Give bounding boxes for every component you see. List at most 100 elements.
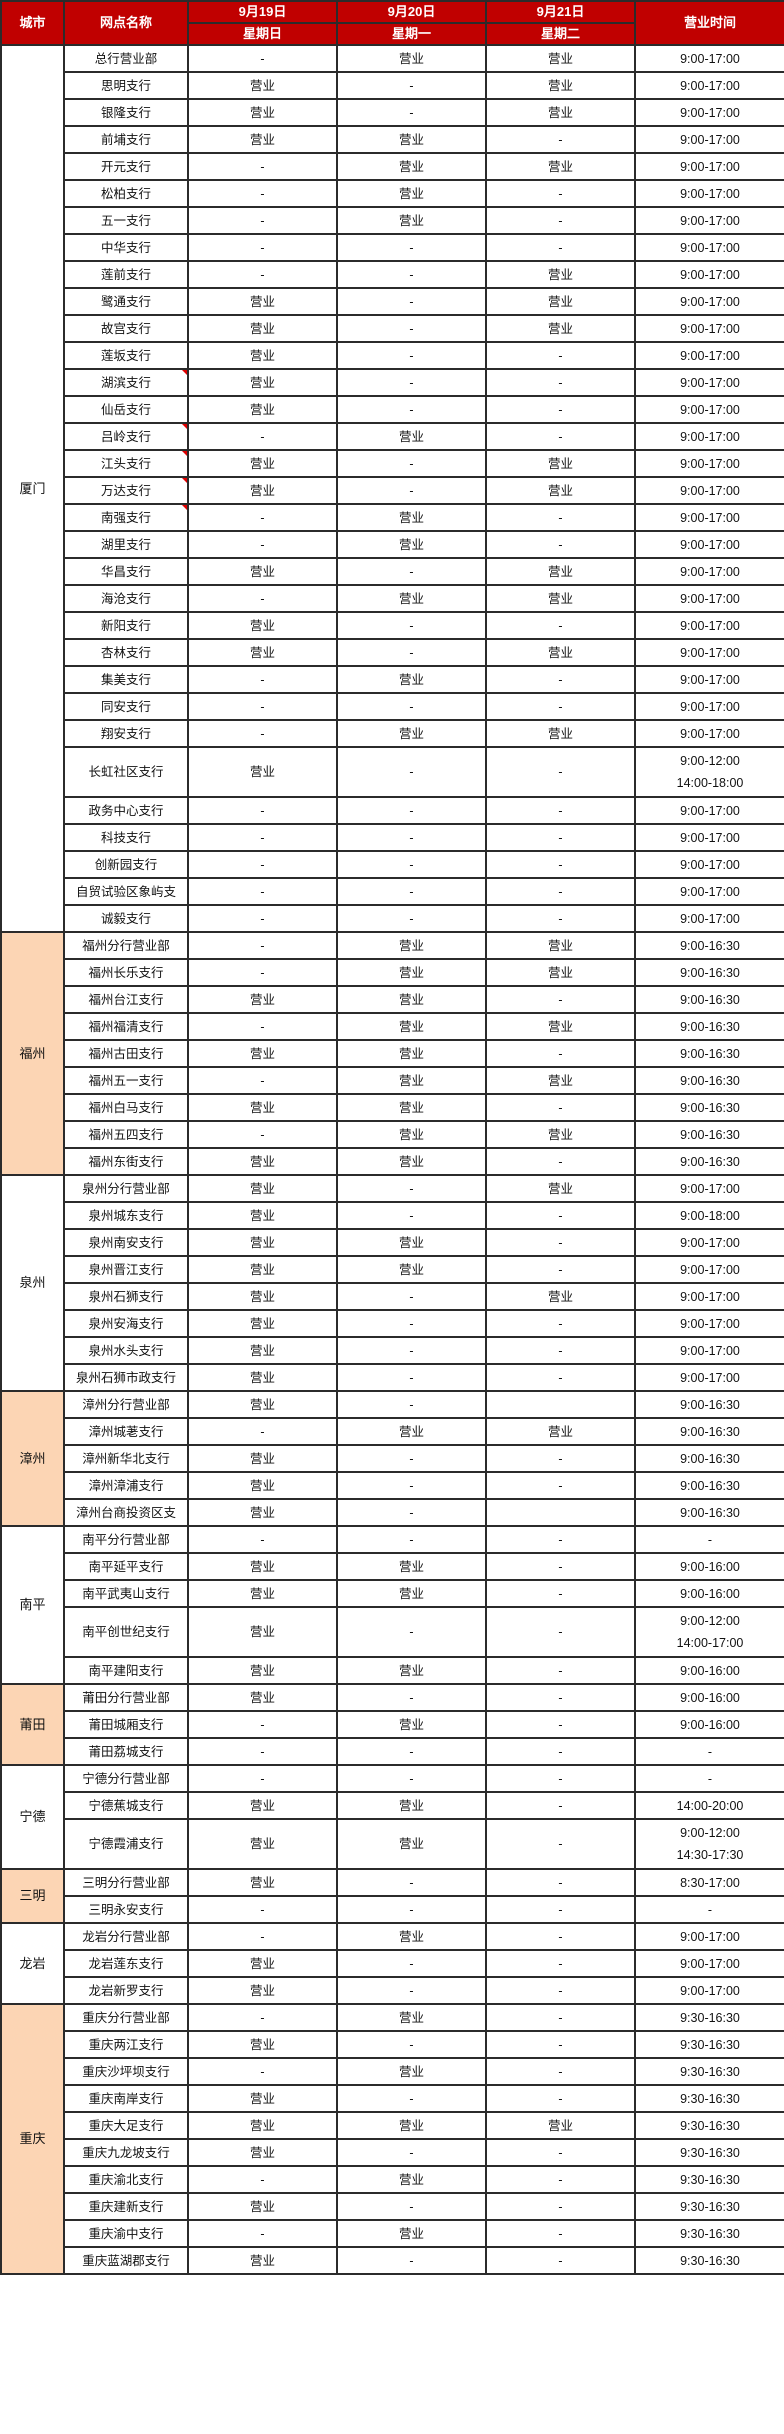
branch-name: 福州白马支行 <box>63 1093 189 1122</box>
day-status-3: - <box>485 850 636 879</box>
hours-line: 9:00-17:00 <box>680 618 740 633</box>
day-status-2: 营业 <box>336 2165 487 2194</box>
business-hours: 9:00-16:00 <box>634 1656 784 1685</box>
day-status-1: - <box>187 931 338 960</box>
day-status-3: - <box>485 1656 636 1685</box>
business-hours: 9:00-16:00 <box>634 1579 784 1608</box>
day-status-1: 营业 <box>187 1498 338 1527</box>
table-row: 长虹社区支行 营业 - -9:00-12:00 14:00-18:00 <box>1 746 784 798</box>
hours-line: 9:00-17:00 <box>680 294 740 309</box>
day-status-1: 营业 <box>187 1818 338 1870</box>
hours-line: 9:00-17:00 <box>680 375 740 390</box>
day-status-1: 营业 <box>187 368 338 397</box>
day-status-3: - <box>485 1710 636 1739</box>
business-hours: 9:00-17:00 <box>634 719 784 748</box>
branch-name: 莲前支行 <box>63 260 189 289</box>
day-status-3: - <box>485 1606 636 1658</box>
day-status-3: - <box>485 1737 636 1766</box>
branch-name: 重庆大足支行 <box>63 2111 189 2140</box>
branch-name: 银隆支行 <box>63 98 189 127</box>
hours-line: 9:00-17:00 <box>680 564 740 579</box>
hours-line: 9:00-16:30 <box>680 1154 740 1169</box>
branch-name: 万达支行 <box>63 476 189 505</box>
day-status-1: - <box>187 877 338 906</box>
branch-name: 泉州南安支行 <box>63 1228 189 1257</box>
day-status-3: 营业 <box>485 260 636 289</box>
day-status-2: 营业 <box>336 1579 487 1608</box>
day-status-1: 营业 <box>187 1471 338 1500</box>
table-row: 莆田 莆田分行营业部 营业 - -9:00-16:00 <box>0 1683 784 1766</box>
business-hours: 9:00-17:00 <box>634 1255 784 1284</box>
day-status-2: - <box>336 2192 487 2221</box>
day-status-3: - <box>485 179 636 208</box>
day-status-3: - <box>485 1552 636 1581</box>
hours-line: 9:30-16:30 <box>680 2145 740 2160</box>
table-row: 福州五四支行 - 营业 营业 9:00-16:30 <box>1 1120 784 1149</box>
day-status-2: - <box>336 2084 487 2113</box>
business-hours: 9:00-16:30 <box>634 985 784 1014</box>
business-hours: 9:00-16:30 <box>634 1147 784 1176</box>
branch-name: 泉州安海支行 <box>63 1309 189 1338</box>
business-hours: 9:00-12:00 14:00-17:00 <box>634 1606 784 1658</box>
day-status-1: 营业 <box>187 1552 338 1581</box>
business-hours: 9:00-17:00 <box>634 1282 784 1311</box>
header-date-1: 9月19日 <box>187 0 338 24</box>
day-status-1: 营业 <box>187 1336 338 1365</box>
branch-name: 海沧支行 <box>63 584 189 613</box>
branch-name: 重庆建新支行 <box>63 2192 189 2221</box>
table-row: 泉州安海支行 营业 - -9:00-17:00 <box>1 1309 784 1338</box>
hours-line: 9:00-17:00 <box>680 911 740 926</box>
business-hours: 9:00-16:30 <box>634 1471 784 1500</box>
day-status-2: - <box>336 638 487 667</box>
day-status-2: 营业 <box>336 1656 487 1685</box>
hours-line: 9:00-16:00 <box>680 1663 740 1678</box>
day-status-1: - <box>187 850 338 879</box>
hours-line: 9:30-16:30 <box>680 2010 740 2025</box>
branch-name: 漳州分行营业部 <box>63 1390 189 1419</box>
branch-name: 开元支行 <box>63 152 189 181</box>
day-status-3: - <box>485 1683 636 1712</box>
branch-name: 科技支行 <box>63 823 189 852</box>
day-status-1: 营业 <box>187 746 338 798</box>
hours-line: 9:00-17:00 <box>680 537 740 552</box>
branch-name: 总行营业部 <box>63 44 189 73</box>
hours-line: 9:00-17:00 <box>680 591 740 606</box>
branch-name: 华昌支行 <box>63 557 189 586</box>
table-row: 集美支行 - 营业 -9:00-17:00 <box>1 665 784 694</box>
day-status-2: - <box>336 1895 487 1924</box>
day-status-2: - <box>336 233 487 262</box>
branch-name: 翔安支行 <box>63 719 189 748</box>
day-status-3: 营业 <box>485 1282 636 1311</box>
day-status-3: - <box>485 2030 636 2059</box>
day-status-1: 营业 <box>187 1093 338 1122</box>
hours-line: 9:00-17:00 <box>680 51 740 66</box>
table-row: 吕岭支行 - 营业 -9:00-17:00 <box>1 422 784 451</box>
day-status-3: - <box>485 206 636 235</box>
day-status-1: - <box>187 1710 338 1739</box>
day-status-2: 营业 <box>336 931 487 960</box>
day-status-1: 营业 <box>187 2084 338 2113</box>
business-hours: 9:00-17:00 <box>634 341 784 370</box>
hours-line: 9:00-17:00 <box>680 1316 740 1331</box>
table-row: 湖滨支行 营业 - -9:00-17:00 <box>1 368 784 397</box>
header-branch-name: 网点名称 <box>63 0 189 46</box>
day-status-1: 营业 <box>187 287 338 316</box>
branch-name: 重庆九龙坡支行 <box>63 2138 189 2167</box>
day-status-2: - <box>336 904 487 933</box>
table-row: 前埔支行 营业 营业 -9:00-17:00 <box>1 125 784 154</box>
branch-name: 福州福清支行 <box>63 1012 189 1041</box>
day-status-3: - <box>485 1255 636 1284</box>
table-row: 泉州城东支行 营业 - -9:00-18:00 <box>1 1201 784 1230</box>
header-weekday-3: 星期二 <box>485 22 636 46</box>
day-status-2: - <box>336 1764 487 1793</box>
day-status-3: 营业 <box>485 1174 636 1203</box>
table-row: 泉州 泉州分行营业部 营业 - 营业 9:00-17:00 <box>0 1174 784 1392</box>
table-row: 莲前支行 - - 营业 9:00-17:00 <box>1 260 784 289</box>
day-status-1: - <box>187 1066 338 1095</box>
day-status-3: - <box>485 395 636 424</box>
day-status-3 <box>485 1498 636 1527</box>
branch-name: 福州东街支行 <box>63 1147 189 1176</box>
business-hours: 9:00-12:00 14:30-17:30 <box>634 1818 784 1870</box>
branch-name: 诚毅支行 <box>63 904 189 933</box>
branch-name: 莲坂支行 <box>63 341 189 370</box>
